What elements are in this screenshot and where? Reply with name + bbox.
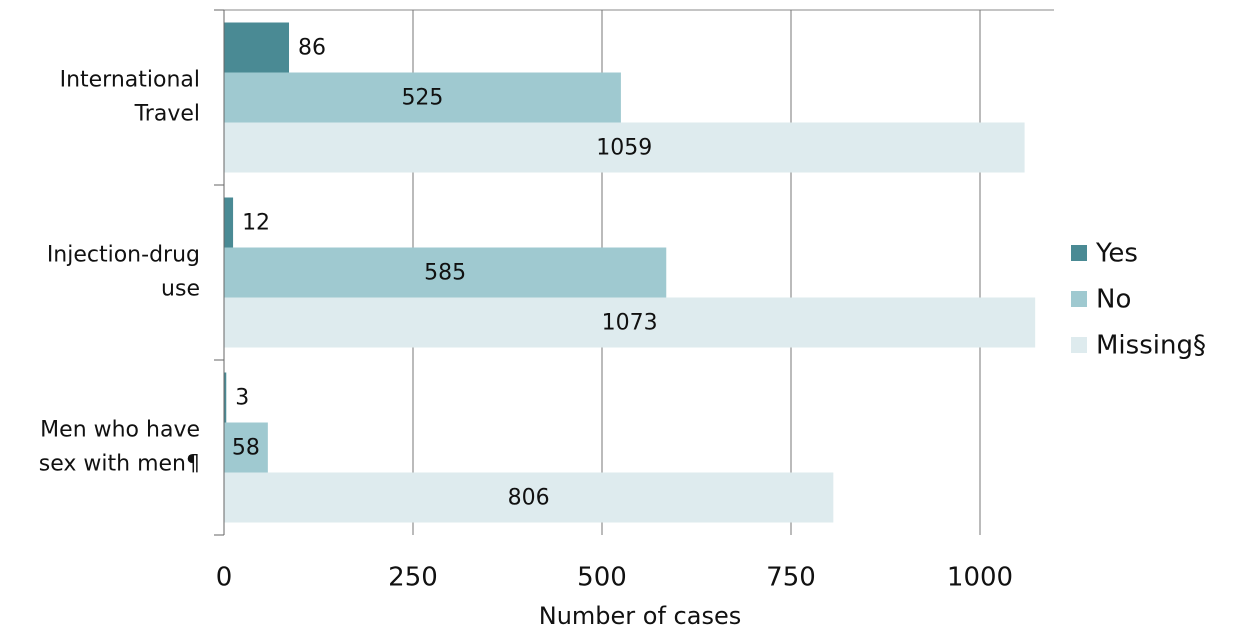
bar <box>224 72 621 123</box>
bar <box>224 297 1036 348</box>
bar <box>224 472 834 523</box>
x-tick-label: 500 <box>577 563 627 593</box>
value-label: 585 <box>424 261 466 286</box>
value-label: 1059 <box>596 136 652 161</box>
value-label: 3 <box>235 386 249 411</box>
x-tick-label: 750 <box>766 563 816 593</box>
y-tick-label: Men who have sex with men¶ <box>39 418 200 477</box>
legend-swatch <box>1071 337 1087 353</box>
value-label: 86 <box>298 36 326 61</box>
value-label: 806 <box>508 486 550 511</box>
y-tick-label: Injection-drug use <box>47 243 200 302</box>
x-tick-label: 0 <box>216 563 233 593</box>
bar <box>224 247 667 298</box>
y-tick-label: International Travel <box>60 68 200 127</box>
bar <box>224 372 227 423</box>
legend-swatch <box>1071 245 1087 261</box>
value-label: 12 <box>242 211 270 236</box>
legend-swatch <box>1071 291 1087 307</box>
x-axis-title: Number of cases <box>539 602 741 630</box>
value-label: 525 <box>401 86 443 111</box>
bar <box>224 197 234 248</box>
x-tick-label: 250 <box>388 563 438 593</box>
bar <box>224 422 268 473</box>
value-label: 1073 <box>602 311 658 336</box>
bar <box>224 122 1025 173</box>
bar <box>224 22 290 73</box>
value-label: 58 <box>232 436 260 461</box>
legend-label: No <box>1096 285 1131 315</box>
x-tick-label: 1000 <box>947 563 1013 593</box>
legend-label: Missing§ <box>1096 331 1206 361</box>
legend-label: Yes <box>1095 239 1138 269</box>
